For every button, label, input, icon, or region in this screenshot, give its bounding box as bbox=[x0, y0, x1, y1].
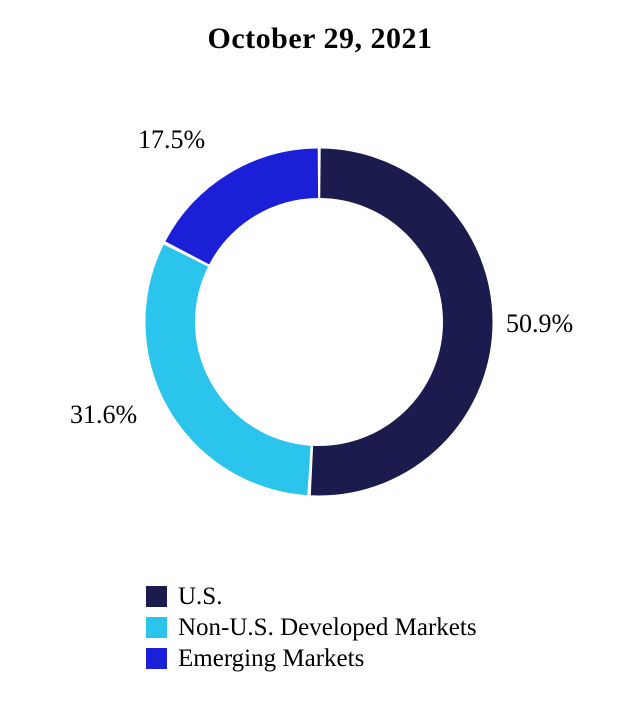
legend-label-emerging: Emerging Markets bbox=[178, 644, 365, 672]
legend-swatch-emerging bbox=[146, 647, 167, 669]
legend-item-developed: Non-U.S. Developed Markets bbox=[146, 613, 477, 641]
legend: U.S. Non-U.S. Developed Markets Emerging… bbox=[146, 582, 477, 678]
chart-title: October 29, 2021 bbox=[207, 22, 433, 55]
donut-slice-1 bbox=[145, 148, 493, 496]
legend-label-us: U.S. bbox=[178, 582, 223, 610]
slice-value-label-us: 50.9% bbox=[506, 309, 574, 338]
legend-label-developed: Non-U.S. Developed Markets bbox=[178, 613, 477, 641]
legend-item-emerging: Emerging Markets bbox=[146, 644, 477, 672]
legend-item-us: U.S. bbox=[146, 582, 477, 610]
legend-swatch-us bbox=[146, 585, 167, 607]
legend-swatch-developed bbox=[146, 616, 167, 638]
slice-value-label-developed: 31.6% bbox=[70, 400, 138, 429]
slice-value-label-emerging: 17.5% bbox=[138, 125, 206, 154]
donut-slice-0 bbox=[145, 148, 493, 496]
